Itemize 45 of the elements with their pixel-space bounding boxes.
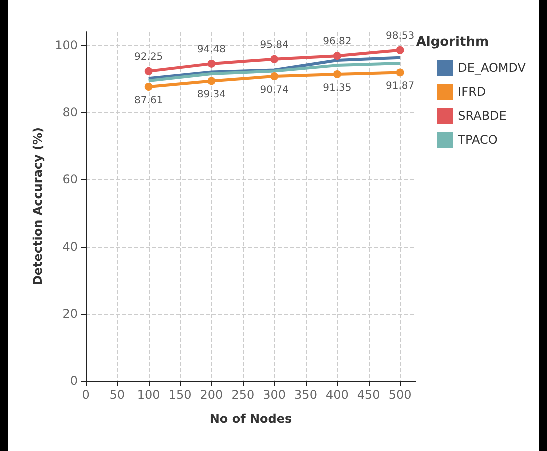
y-tick-label: 100 [55, 38, 78, 52]
x-tick-label: 500 [388, 388, 412, 402]
point [396, 68, 404, 77]
legend-label: TPACO [457, 133, 498, 147]
x-tick-label: 200 [200, 388, 224, 402]
x-tick-label: 150 [168, 388, 192, 402]
point [208, 60, 216, 68]
point [144, 83, 153, 91]
data-label: 95.84 [260, 40, 289, 51]
point [208, 77, 216, 86]
data-label: 94.48 [197, 44, 226, 56]
data-label: 91.87 [386, 81, 415, 92]
data-label: 91.35 [323, 82, 352, 94]
legend-label: SRABDE [458, 109, 507, 123]
data-label: 90.74 [260, 84, 289, 96]
y-tick-label: 40 [62, 240, 78, 254]
legend-title: Algorithm [416, 35, 490, 50]
legend-label: IFRD [458, 85, 486, 99]
point [333, 52, 342, 60]
x-tick-label: 450 [357, 388, 380, 402]
y-tick-label: 60 [62, 172, 78, 187]
x-tick-label: 250 [232, 388, 255, 402]
data-label: 96.82 [323, 36, 352, 48]
x-tick-label: 100 [137, 388, 160, 402]
data-label: 89.34 [197, 90, 226, 101]
legend-label: DE_AOMDV [458, 61, 527, 75]
line-series [147, 62, 402, 82]
y-axis-title: Detection Accuracy (%) [31, 127, 46, 286]
data-label: 87.61 [134, 96, 164, 106]
point [270, 55, 279, 64]
data-label: 92.25 [134, 52, 164, 63]
x-tick-label: 400 [326, 388, 349, 402]
point [396, 46, 404, 54]
x-tick-label: 0 [82, 388, 90, 402]
data-label: 98.53 [386, 30, 415, 42]
x-tick-label: 300 [263, 388, 286, 402]
y-tick-label: 0 [70, 374, 78, 388]
point [333, 70, 342, 78]
y-tick-label: 20 [62, 306, 78, 321]
x-axis-title: No of Nodes [210, 412, 292, 426]
y-tick-label: 80 [62, 106, 78, 120]
point [144, 67, 153, 76]
x-tick-label: 50 [110, 388, 126, 402]
point [270, 72, 279, 80]
x-tick-label: 350 [294, 388, 318, 402]
